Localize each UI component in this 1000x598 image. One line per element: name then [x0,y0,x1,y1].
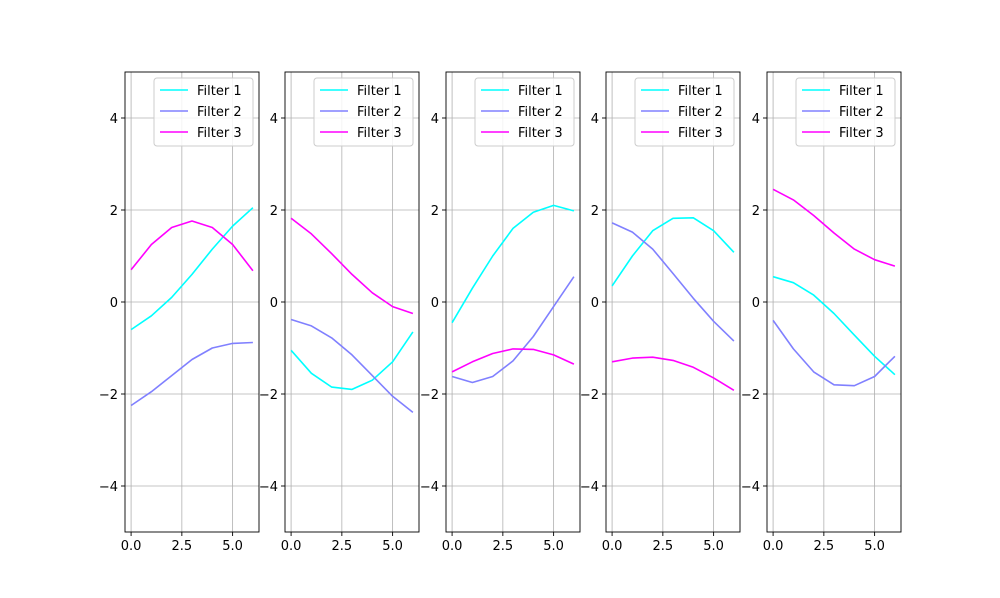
y-tick-label: 4 [591,112,599,127]
legend-label-filter-3: Filter 3 [518,126,563,141]
y-tick-label: −2 [420,388,439,403]
legend-label-filter-1: Filter 1 [518,84,563,99]
subplot-3: 0.0 2.5 5.0 −4 −2 0 2 4 Filter 1 Filter 2 Filter 3 [420,71,581,554]
series-line-filter-3 [772,188,896,267]
x-tick-label: 0.0 [281,539,302,554]
legend-box [634,77,735,147]
series-line-filter-2 [290,318,414,414]
y-tick-label: −2 [99,388,118,403]
x-tick-label: 0.0 [121,539,142,554]
legend-label-filter-3: Filter 3 [197,126,242,141]
legend-box [795,77,896,147]
y-tick-label: 2 [752,204,760,219]
y-tick-label: 4 [110,112,118,127]
legend-label-filter-1: Filter 1 [678,84,723,99]
legend-box [153,77,254,147]
series-line-filter-1 [130,207,254,331]
series-line-filter-2 [451,276,575,384]
x-tick-label: 0.0 [602,539,623,554]
series-line-filter-1 [611,217,735,287]
y-tick-label: 4 [270,112,278,127]
subplot-2: 0.0 2.5 5.0 −4 −2 0 2 4 Filter 1 Filter 2 Filter 3 [259,71,420,554]
y-tick-label: −4 [259,480,278,495]
y-tick-label: −2 [580,388,599,403]
legend-box [313,77,414,147]
series-line-filter-3 [290,217,414,315]
y-tick-label: 4 [752,112,760,127]
x-tick-label: 5.0 [864,539,885,554]
legend-label-filter-3: Filter 3 [357,126,402,141]
x-tick-label: 5.0 [703,539,724,554]
y-tick-label: 0 [110,296,118,311]
series-line-filter-3 [130,220,254,272]
y-tick-label: 0 [431,296,439,311]
legend: Filter 1 Filter 2 Filter 3 [153,77,254,147]
x-tick-label: 2.5 [332,539,353,554]
y-tick-label: −4 [420,480,439,495]
subplot-4: 0.0 2.5 5.0 −4 −2 0 2 4 Filter 1 Filter 2 Filter 3 [580,71,741,554]
x-tick-label: 0.0 [763,539,784,554]
legend-label-filter-2: Filter 2 [197,105,242,120]
y-tick-label: 0 [752,296,760,311]
x-tick-label: 0.0 [442,539,463,554]
series-line-filter-1 [451,204,575,324]
y-tick-label: −2 [259,388,278,403]
legend-label-filter-1: Filter 1 [357,84,402,99]
legend-label-filter-3: Filter 3 [839,126,884,141]
legend: Filter 1 Filter 2 Filter 3 [795,77,896,147]
legend: Filter 1 Filter 2 Filter 3 [313,77,414,147]
x-tick-label: 5.0 [382,539,403,554]
subplot-5: 0.0 2.5 5.0 −4 −2 0 2 4 Filter 1 Filter 2 Filter 3 [741,71,902,554]
legend-label-filter-2: Filter 2 [839,105,884,120]
y-tick-label: 2 [110,204,118,219]
legend-label-filter-2: Filter 2 [678,105,723,120]
legend-label-filter-3: Filter 3 [678,126,723,141]
series-line-filter-1 [290,331,414,391]
y-tick-label: −4 [99,480,118,495]
legend: Filter 1 Filter 2 Filter 3 [634,77,735,147]
x-tick-label: 2.5 [172,539,193,554]
subplot-1: 0.0 2.5 5.0 −4 −2 0 2 4 Filter 1 Filter 2 Filter 3 [99,71,260,554]
y-tick-label: 0 [591,296,599,311]
y-tick-label: 2 [591,204,599,219]
series-line-filter-1 [772,275,896,376]
legend-box [474,77,575,147]
x-tick-label: 2.5 [653,539,674,554]
y-tick-label: 2 [431,204,439,219]
legend-label-filter-1: Filter 1 [197,84,242,99]
legend: Filter 1 Filter 2 Filter 3 [474,77,575,147]
x-tick-label: 2.5 [814,539,835,554]
legend-label-filter-1: Filter 1 [839,84,884,99]
series-line-filter-2 [772,319,896,387]
legend-label-filter-2: Filter 2 [357,105,402,120]
y-tick-label: −2 [741,388,760,403]
legend-label-filter-2: Filter 2 [518,105,563,120]
y-tick-label: −4 [580,480,599,495]
x-tick-label: 5.0 [543,539,564,554]
x-tick-label: 5.0 [222,539,243,554]
y-tick-label: 0 [270,296,278,311]
series-line-filter-2 [611,222,735,342]
y-tick-label: 2 [270,204,278,219]
series-line-filter-2 [130,341,253,407]
series-line-filter-3 [611,356,735,391]
series-line-filter-3 [451,348,575,373]
y-tick-label: −4 [741,480,760,495]
x-tick-label: 2.5 [493,539,514,554]
y-tick-label: 4 [431,112,439,127]
